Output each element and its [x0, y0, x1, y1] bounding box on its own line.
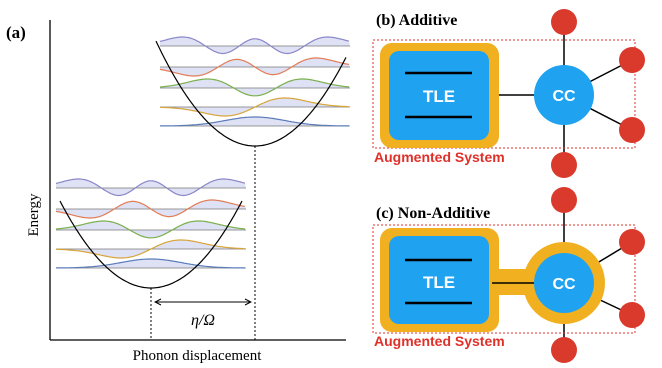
- y-axis-label: Energy: [26, 193, 42, 237]
- wavefunction-curve: [55, 239, 246, 259]
- wavefunction-curve: [160, 116, 349, 127]
- panel-c: (c) Non-Additive Augmented System TLE CC: [372, 187, 645, 363]
- displacement-label: η/Ω: [191, 312, 215, 329]
- wavefunction-curve: [159, 78, 350, 97]
- cc-label: CC: [552, 276, 576, 293]
- panel-a-label: (a): [6, 23, 26, 42]
- wavefunction-curve: [55, 199, 246, 219]
- bath-node: [619, 229, 645, 255]
- bath-node: [551, 9, 577, 35]
- wavefunction-curve: [55, 178, 246, 197]
- lower-potential-well: [55, 178, 246, 289]
- bath-node: [551, 337, 577, 363]
- panel-c-label: (c) Non-Additive: [376, 205, 490, 222]
- bath-node: [619, 117, 645, 143]
- wavefunction-curve: [55, 220, 246, 239]
- wavefunction-curve: [56, 258, 245, 269]
- wavefunction-curve: [159, 36, 350, 55]
- tle-label: TLE: [423, 273, 455, 292]
- wavefunction-curve: [159, 57, 350, 77]
- bath-node: [619, 47, 645, 73]
- panel-a: (a) Energy Phonon displacement η/Ω: [6, 20, 350, 364]
- wavefunction-fill: [160, 79, 350, 96]
- augmented-system-label: Augmented System: [374, 333, 505, 349]
- x-axis-label: Phonon displacement: [133, 348, 263, 364]
- bath-node: [619, 302, 645, 328]
- cc-node: [534, 253, 594, 313]
- panel-b: (b) Additive Augmented System TLE CC: [372, 9, 645, 178]
- augmented-system-box: [372, 39, 636, 149]
- augmented-system-label: Augmented System: [374, 149, 505, 165]
- bath-node: [551, 187, 577, 213]
- cc-node: [534, 65, 594, 125]
- panel-b-label: (b) Additive: [376, 12, 457, 29]
- potential-curve: [155, 40, 347, 147]
- wavefunction-fill: [56, 221, 246, 238]
- augmented-system-box: [372, 224, 636, 334]
- upper-potential-well: [155, 36, 350, 147]
- cc-label: CC: [552, 88, 576, 105]
- wavefunction-fill: [56, 179, 246, 196]
- wavefunction-fill: [160, 37, 350, 54]
- bath-node: [551, 152, 577, 178]
- tle-label: TLE: [423, 87, 455, 106]
